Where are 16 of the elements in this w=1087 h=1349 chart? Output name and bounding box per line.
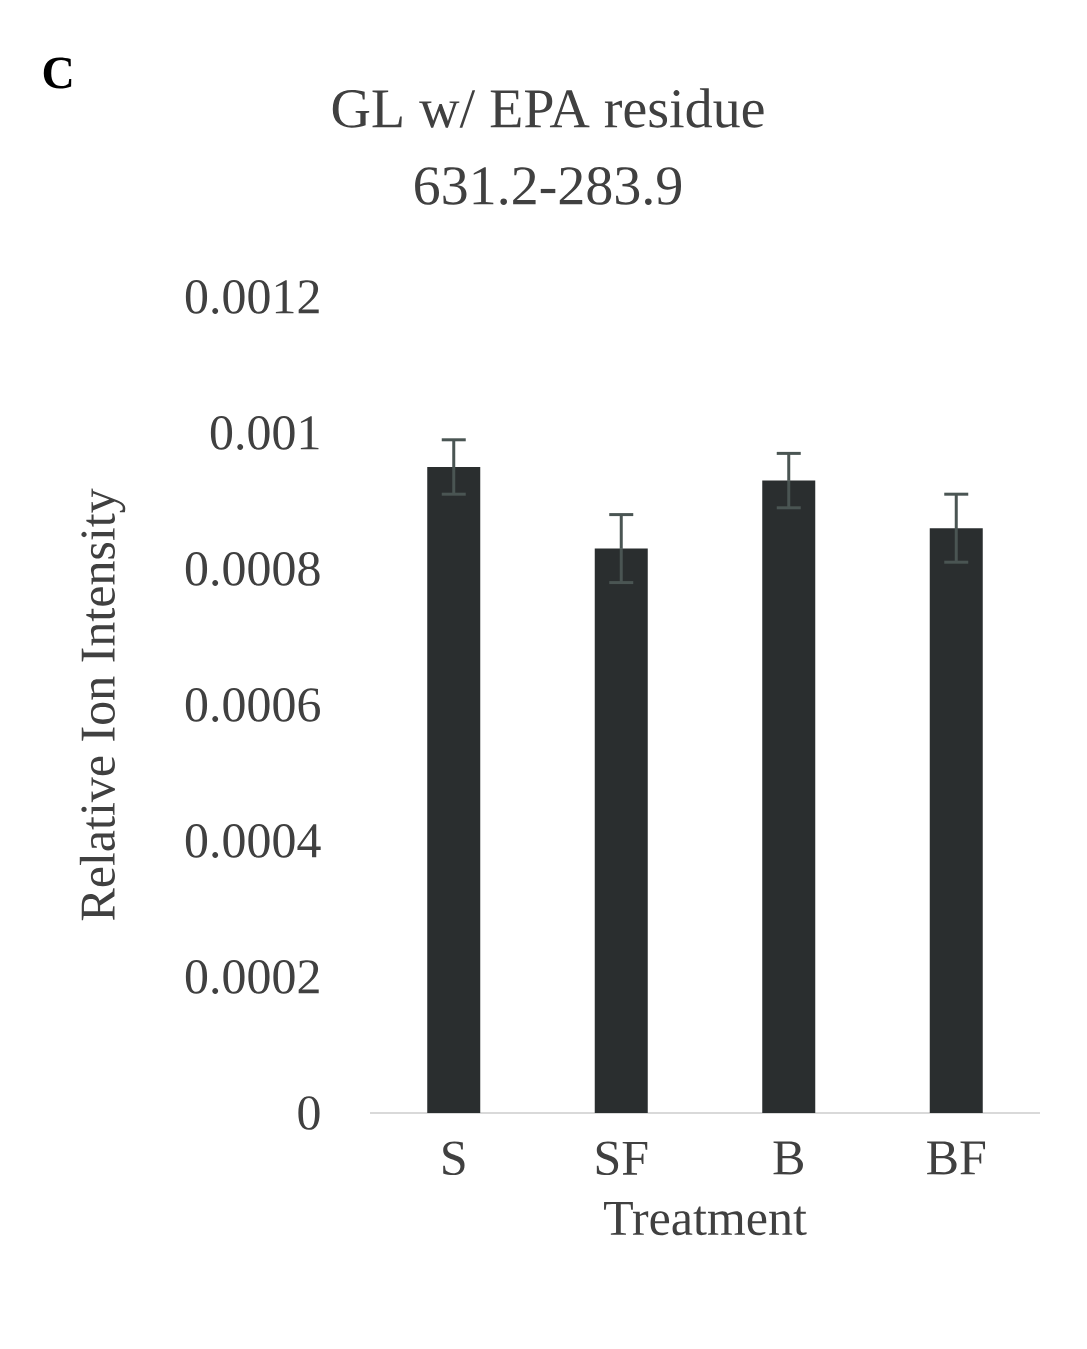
y-tick-label: 0.0004 <box>185 824 321 858</box>
chart-title: GL w/ EPA residue <box>332 88 764 128</box>
x-axis-title: Treatment <box>604 1202 807 1236</box>
y-axis-title: Relative Ion Intensity <box>79 488 126 921</box>
y-tick-label: 0.001 <box>210 416 319 450</box>
y-tick-label: 0.0006 <box>185 688 320 722</box>
x-tick-label: S <box>443 1141 465 1176</box>
text: C <box>43 57 72 89</box>
chart-subtitle: 631.2-283.9 <box>415 166 682 206</box>
y-tick-label: 0.0012 <box>185 280 319 314</box>
y-tick-label: 0.0008 <box>185 552 320 586</box>
x-tick-label: SF <box>596 1141 648 1176</box>
y-tick-label: 0.0002 <box>185 960 319 994</box>
x-tick-label: BF <box>927 1141 986 1175</box>
x-tick-label: B <box>773 1141 803 1175</box>
y-tick-label: 0 <box>298 1096 320 1130</box>
